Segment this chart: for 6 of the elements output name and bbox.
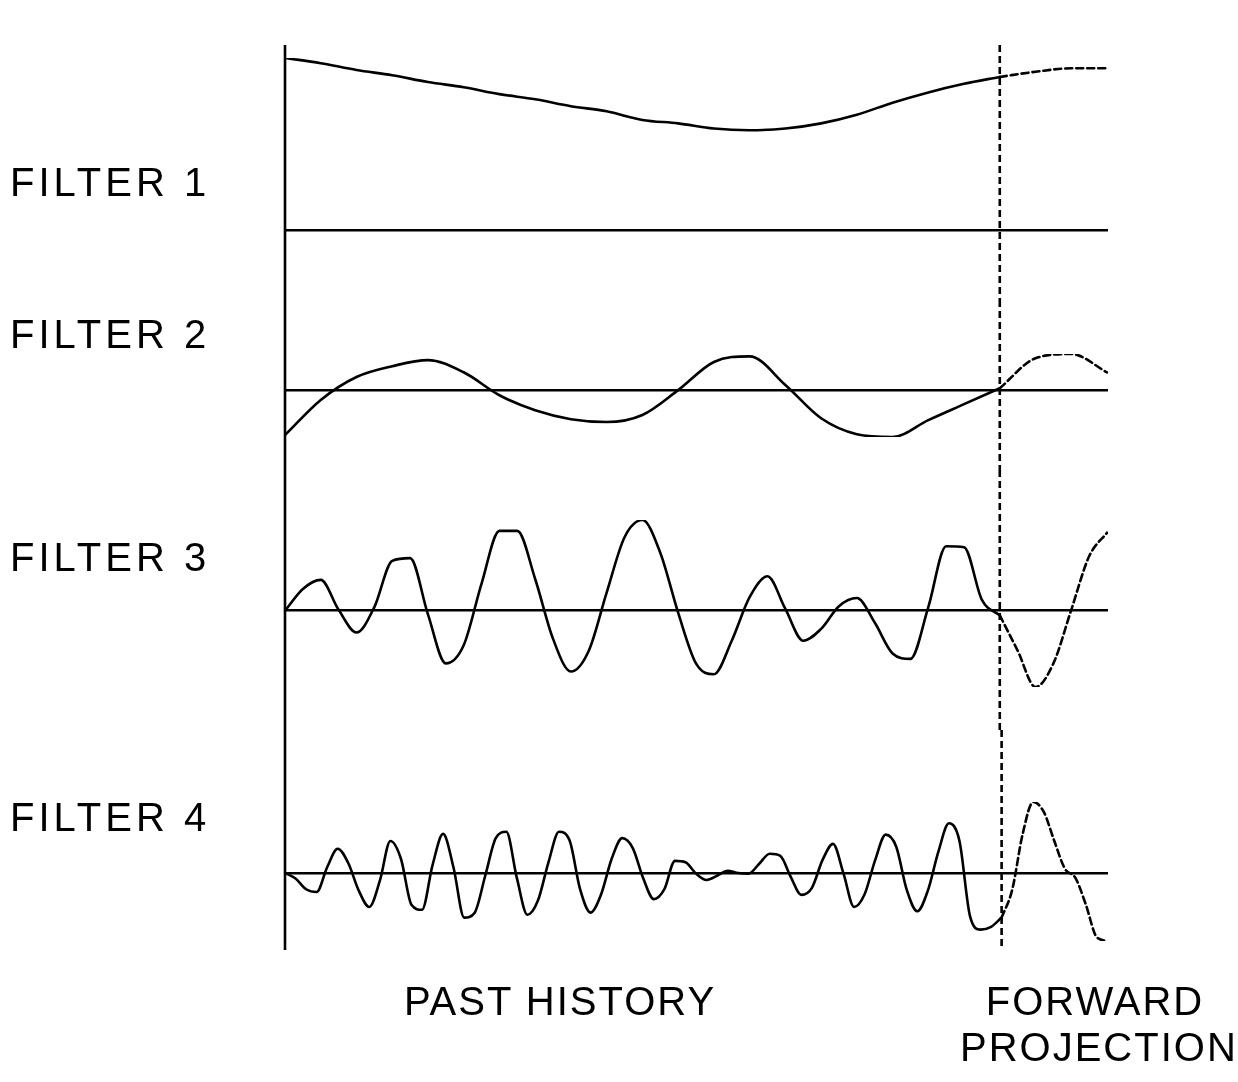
chart-title: FILTER 3	[10, 535, 211, 580]
text: FILTER 1	[10, 160, 211, 205]
chart-title: FILTER 4	[10, 795, 211, 840]
text: FORWARD PROJECTION	[960, 978, 1238, 1070]
chart-title: FILTER 2	[10, 312, 211, 357]
text: PAST HISTORY	[402, 978, 718, 1024]
